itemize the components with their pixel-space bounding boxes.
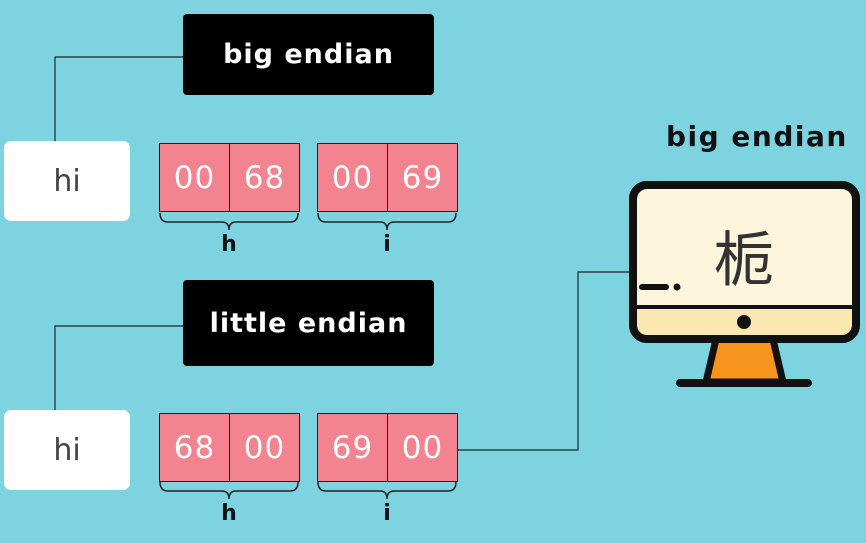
connector-to-monitor [457,271,632,451]
byte-cell: 68 [229,144,299,211]
char-label-top-h: h [221,232,237,257]
byte-pair-top-h: 00 68 [159,143,300,212]
brace-bottom-h [159,481,299,500]
hi-word-top: hi [4,141,130,221]
screen-character: 栀 [714,226,774,296]
byte-cell: 00 [331,159,374,196]
computer-title: big endian [666,120,848,153]
monitor-icon [629,181,860,387]
char-label-top-i: i [383,232,391,257]
byte-cell: 68 [173,429,216,466]
byte-pair-top-i: 00 69 [317,143,458,212]
big-endian-label: big endian [183,14,434,95]
byte-pair-bottom-h: 68 00 [159,413,300,482]
brace-top-h [159,212,299,231]
byte-cell: 00 [173,159,216,196]
byte-cell: 69 [331,429,374,466]
connector-bottom [54,325,183,410]
connector-top [54,56,183,141]
byte-cell: 00 [387,414,457,481]
brace-bottom-i [317,481,457,500]
hi-word-bottom: hi [4,410,130,490]
byte-pair-bottom-i: 69 00 [317,413,458,482]
byte-cell: 00 [229,414,299,481]
byte-cell: 69 [387,144,457,211]
char-label-bottom-h: h [221,501,237,526]
char-label-bottom-i: i [383,501,391,526]
little-endian-label: little endian [183,280,434,366]
brace-top-i [317,212,457,231]
